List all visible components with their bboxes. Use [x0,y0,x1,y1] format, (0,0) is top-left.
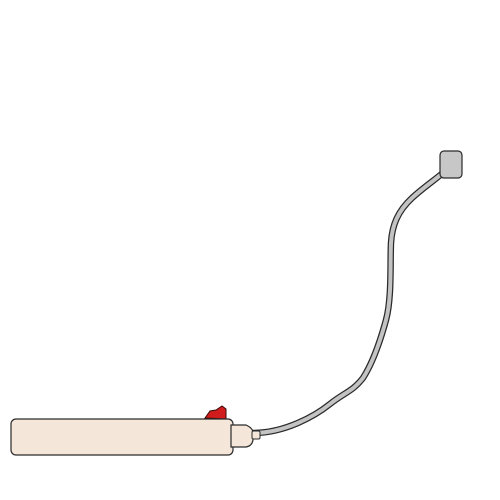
power-cord-outline [249,162,455,437]
cord-connector-tip [251,430,261,440]
power-strip-body [10,418,234,456]
cord-connector [230,424,254,448]
power-switch[interactable] [204,405,227,420]
power-cord-fill [251,164,453,435]
plug[interactable] [439,150,463,179]
power-cord[interactable] [249,162,455,437]
